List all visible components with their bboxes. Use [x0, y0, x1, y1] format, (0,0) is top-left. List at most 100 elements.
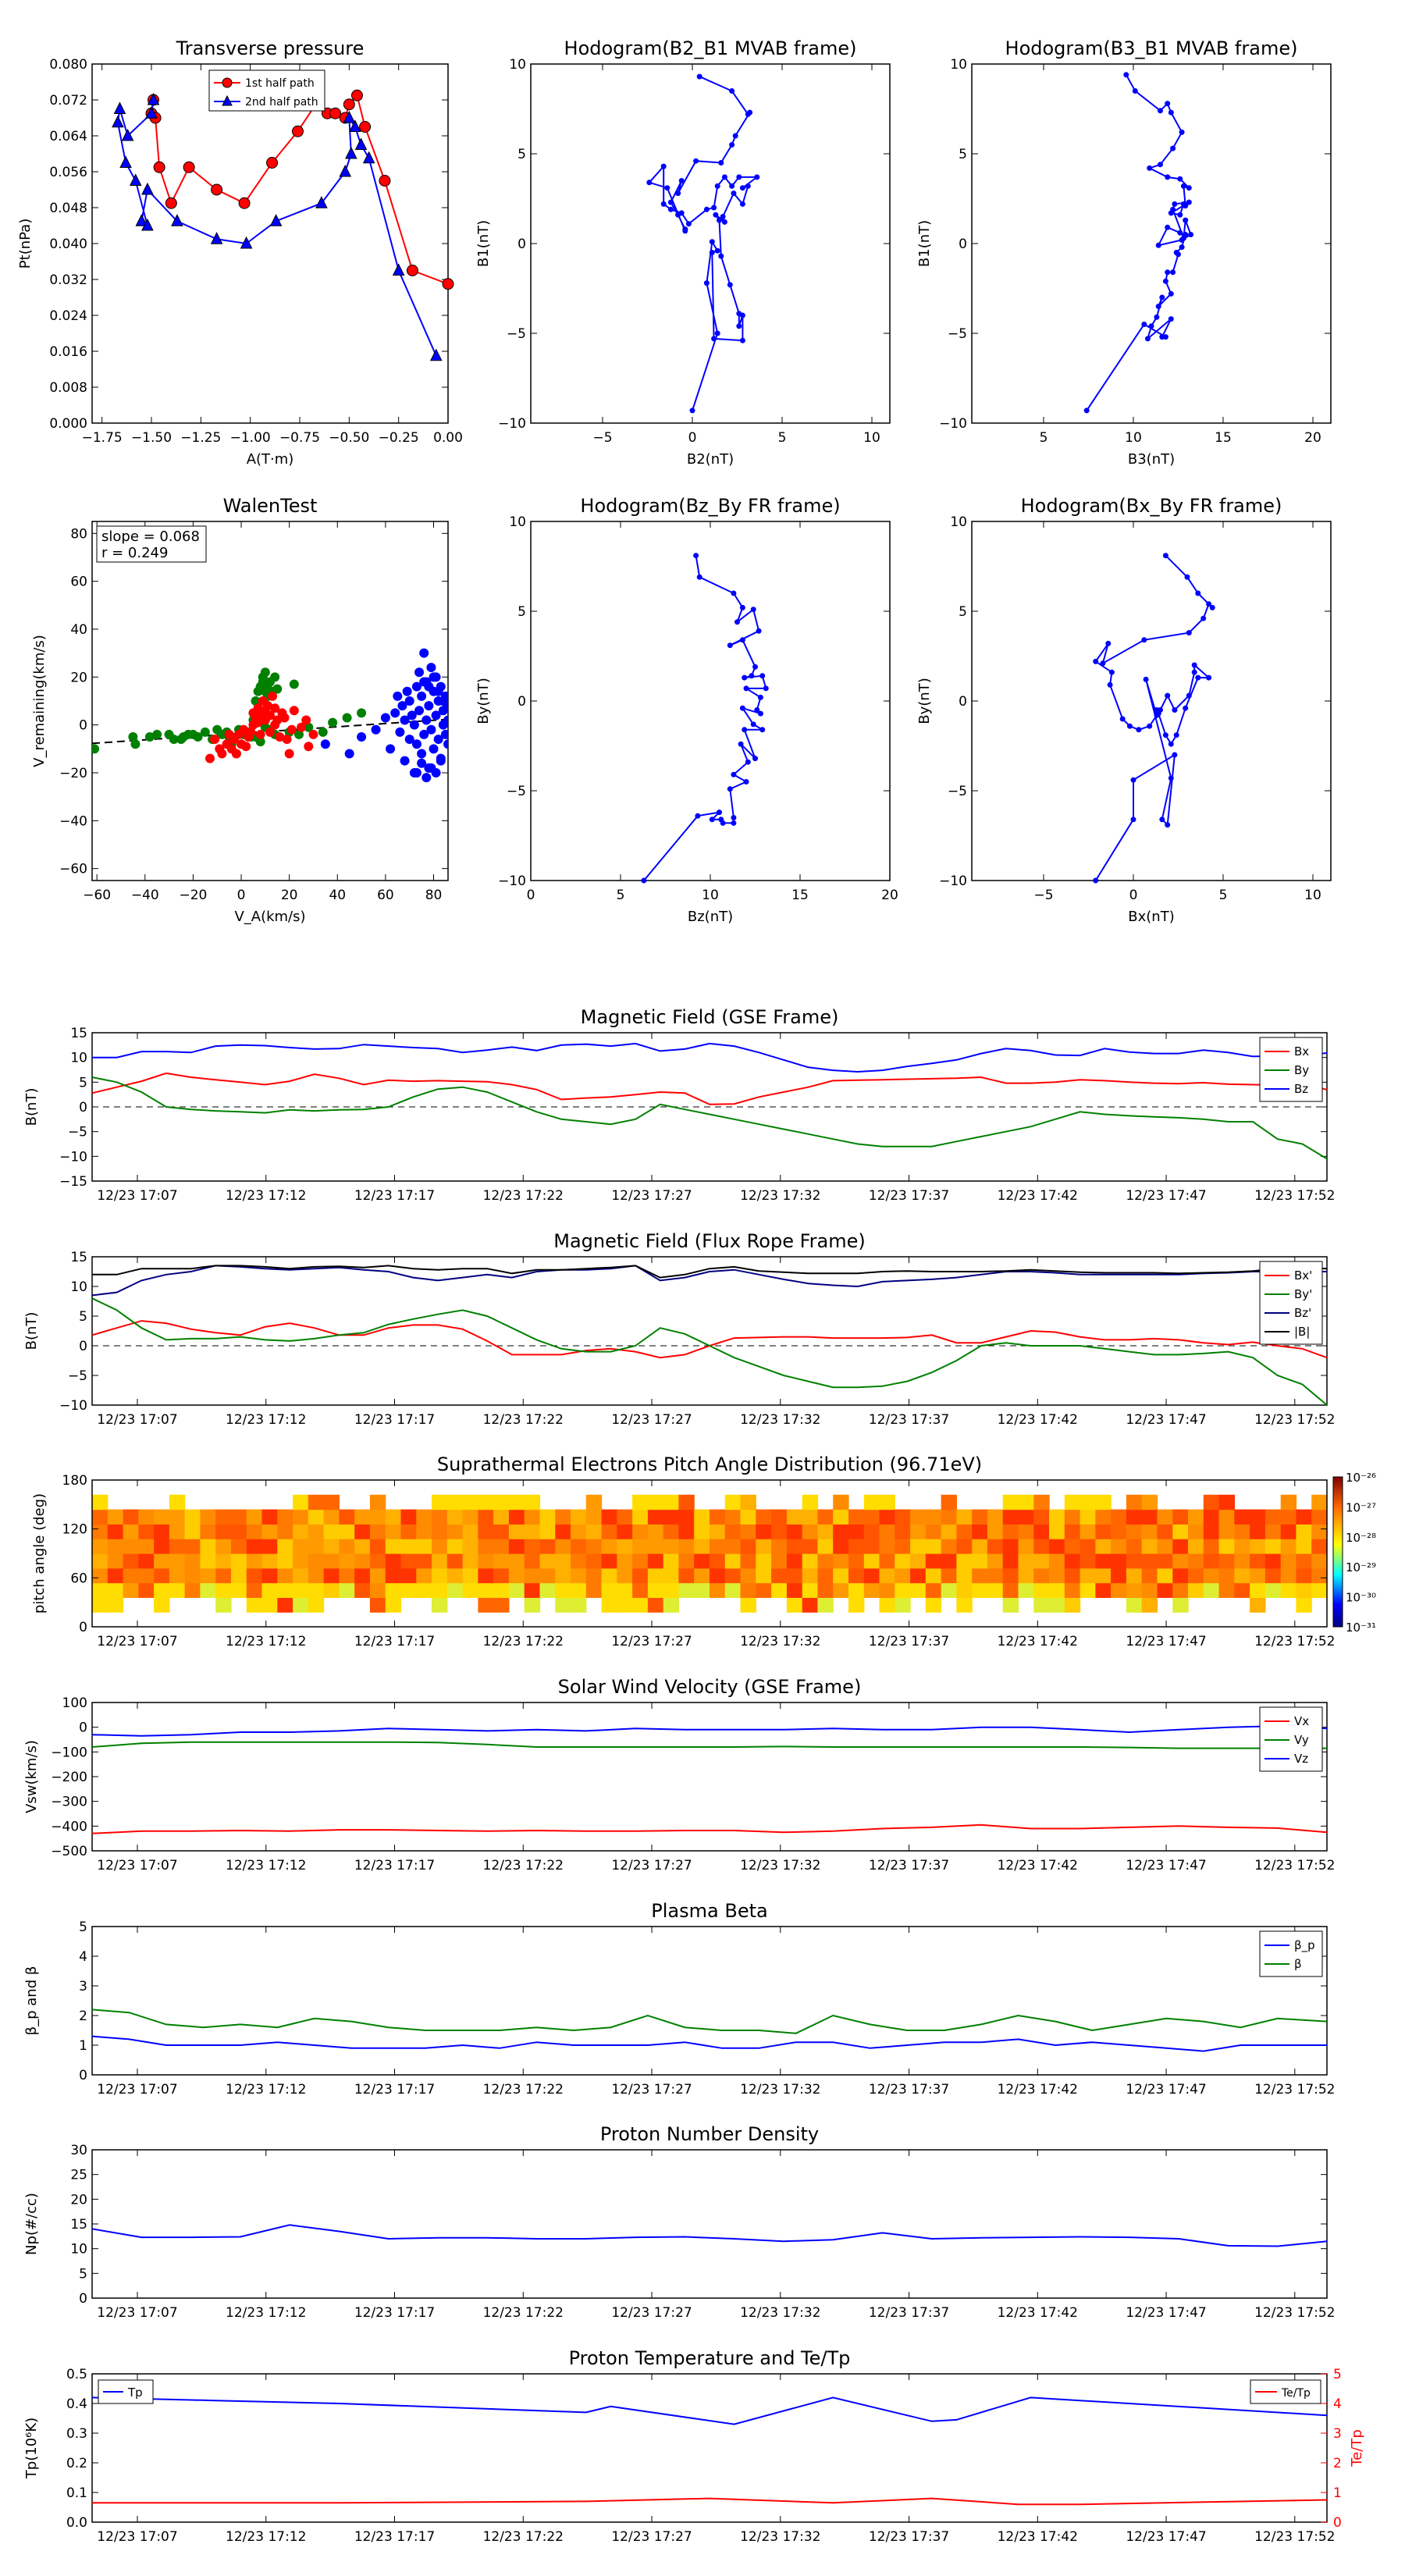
y-tick-label: 10: [509, 57, 526, 73]
data-point: [130, 739, 140, 749]
heat-cell: [385, 1597, 402, 1613]
heat-cell: [895, 1539, 911, 1554]
heat-cell: [539, 1553, 556, 1569]
data-point: [714, 330, 720, 336]
x-tick-label: 80: [425, 888, 443, 903]
x-tick-label: 12/23 17:32: [740, 1858, 820, 1873]
heat-cell: [710, 1524, 726, 1539]
heat-cell: [1064, 1509, 1081, 1525]
data-point: [646, 180, 653, 186]
heat-cell: [740, 1553, 756, 1569]
heat-cell: [293, 1567, 309, 1584]
heat-cell: [910, 1509, 927, 1525]
heat-cell: [1250, 1582, 1266, 1598]
data-point: [1083, 407, 1090, 414]
heat-cell: [1033, 1494, 1050, 1510]
heat-cell: [339, 1509, 355, 1525]
heat-cell: [539, 1539, 556, 1554]
heat-cell: [724, 1524, 742, 1539]
colorbar-label: 10⁻³¹: [1346, 1621, 1376, 1635]
heat-cell: [972, 1509, 988, 1525]
y-tick-label: 0.1: [66, 2485, 87, 2501]
data-point: [371, 724, 381, 735]
x-tick-label: 10: [1304, 888, 1321, 903]
series-line: [91, 1725, 1328, 1737]
data-point: [422, 715, 432, 725]
heat-cell: [786, 1539, 803, 1554]
x-tick-label: 12/23 17:47: [1126, 1858, 1206, 1873]
heat-cell: [339, 1539, 355, 1554]
data-point: [390, 708, 400, 718]
data-point: [407, 710, 417, 720]
heat-cell: [369, 1567, 386, 1584]
heat-cell: [277, 1553, 293, 1569]
legend-label: Bx: [1294, 1044, 1309, 1059]
x-tick-label: 12/23 17:12: [226, 2305, 306, 2321]
plot-frame: [91, 2149, 1328, 2299]
y-tick-label: 60: [70, 1571, 87, 1586]
x-tick-label: 12/23 17:52: [1254, 1412, 1335, 1428]
heat-cell: [771, 1567, 788, 1584]
legend-label: Bz: [1294, 1082, 1308, 1096]
heat-cell: [678, 1567, 695, 1584]
data-point: [286, 724, 297, 735]
series-line: [92, 1042, 1328, 1073]
heat-cell: [123, 1509, 139, 1525]
heat-cell: [1002, 1524, 1019, 1539]
x-tick-label: 12/23 17:17: [354, 2529, 435, 2545]
heat-cell: [1064, 1567, 1081, 1584]
heat-cell: [941, 1539, 957, 1554]
y-axis-label: pitch angle (deg): [31, 1493, 48, 1614]
heat-cell: [1141, 1553, 1158, 1569]
heat-cell: [585, 1494, 603, 1510]
heat-cell: [601, 1524, 617, 1539]
x-axis-label: A(T·m): [247, 451, 294, 468]
heat-cell: [1080, 1509, 1096, 1525]
data-point: [752, 664, 758, 670]
data-point: [349, 119, 361, 132]
y-tick-label: 0.048: [49, 201, 87, 216]
x-tick-label: 12/23 17:42: [998, 2082, 1078, 2097]
chart-title: Suprathermal Electrons Pitch Angle Distr…: [437, 1453, 982, 1475]
y-tick-label: 10: [70, 2242, 87, 2258]
data-point: [260, 667, 270, 678]
colorbar-label: 10⁻³⁰: [1346, 1591, 1376, 1605]
data-point: [667, 206, 674, 212]
chart-title: Magnetic Field (GSE Frame): [581, 1006, 839, 1028]
y-tick-label: −500: [51, 1844, 87, 1859]
heat-cell: [802, 1509, 819, 1525]
data-point: [1177, 212, 1183, 218]
heat-cell: [1126, 1539, 1143, 1554]
heat-cell: [941, 1494, 957, 1510]
heat-cell: [432, 1597, 448, 1613]
heat-cell: [710, 1539, 726, 1554]
data-point: [1093, 877, 1099, 884]
y-tick-label: 0: [79, 1620, 87, 1635]
x-tick-label: 12/23 17:27: [611, 2082, 692, 2097]
heat-cell: [601, 1582, 617, 1598]
y2-tick-label: 0: [1333, 2515, 1342, 2531]
heat-cell: [508, 1582, 525, 1598]
heat-cell: [478, 1494, 494, 1510]
data-point: [210, 735, 220, 745]
heat-cell: [925, 1567, 942, 1584]
x-tick-label: 15: [791, 888, 809, 903]
heat-cell: [308, 1582, 325, 1598]
panel-h3: Hodogram(Bz_By FR frame) −10 −5 0 5 10 By(nT) 0…: [475, 495, 898, 925]
data-point: [289, 679, 299, 689]
series-line: [92, 1265, 1328, 1279]
data-point: [1173, 732, 1179, 738]
heat-cell: [524, 1509, 541, 1525]
heat-cell: [246, 1509, 263, 1525]
heat-cell: [571, 1597, 587, 1613]
heat-cell: [1002, 1553, 1019, 1569]
heat-cell: [92, 1582, 108, 1598]
heat-cell: [1250, 1553, 1266, 1569]
series-line: [91, 1072, 1328, 1105]
heat-cell: [740, 1539, 756, 1554]
data-point: [1100, 660, 1106, 667]
data-point: [742, 727, 748, 733]
data-point: [736, 323, 742, 329]
heat-cell: [385, 1553, 402, 1569]
x-tick-label: 12/23 17:07: [97, 2082, 177, 2097]
